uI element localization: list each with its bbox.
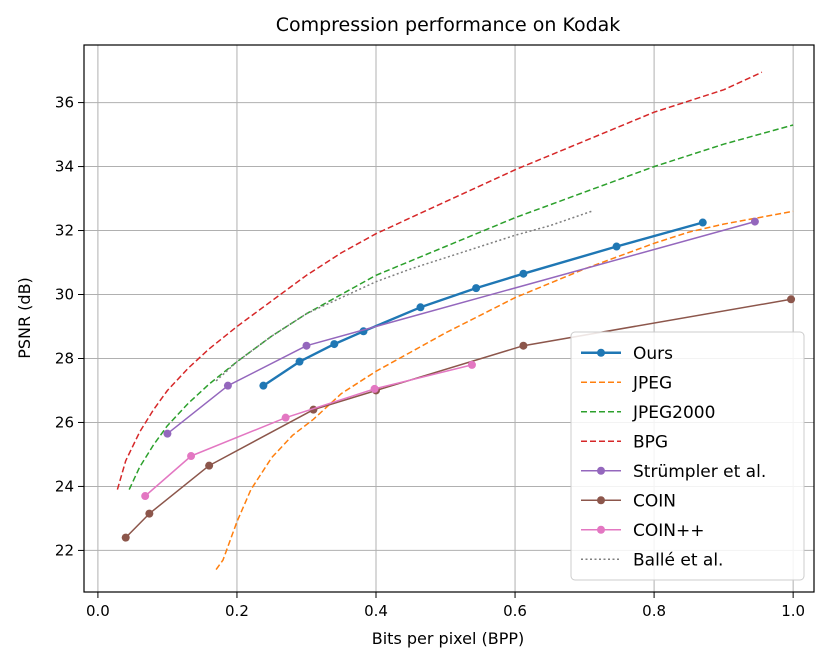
- y-tick-label: 30: [55, 286, 74, 304]
- y-tick-label: 26: [55, 413, 74, 431]
- series-bpg: [116, 71, 763, 490]
- data-point-coin: [467, 360, 476, 369]
- y-tick-label: 32: [55, 222, 74, 240]
- data-point-ours: [612, 242, 621, 251]
- data-point-str-mpler-et-al: [163, 429, 172, 438]
- data-point-coin: [519, 341, 528, 350]
- legend-label-ours: Ours: [633, 344, 673, 364]
- x-tick-label: 0.4: [364, 602, 388, 620]
- legend-label-jpeg: JPEG: [632, 373, 672, 393]
- data-point-ours: [519, 269, 528, 278]
- plot-frame: [83, 44, 815, 593]
- series-line-bpg: [116, 71, 763, 490]
- legend: Ours JPEG JPEG2000 BPG Strümpler et al. COIN C…: [570, 331, 805, 581]
- legend-box: [570, 331, 805, 581]
- x-tick-label: 0.8: [642, 602, 666, 620]
- series-jpeg: [215, 210, 794, 571]
- data-point-coin: [370, 384, 379, 393]
- data-point-coin: [281, 413, 290, 422]
- series-ours: [259, 218, 707, 390]
- legend-label-coin: COIN++: [633, 521, 704, 541]
- series-str-mpler-et-al: [163, 217, 759, 438]
- data-point-coin: [787, 295, 796, 304]
- legend-label-coin: COIN: [633, 491, 676, 511]
- x-tick-label: 0.0: [86, 602, 110, 620]
- data-point-coin: [141, 492, 150, 501]
- legend-marker-ours: [597, 348, 605, 357]
- data-point-ours: [330, 340, 339, 349]
- plot-series: [116, 71, 796, 571]
- series-line-jpeg: [215, 210, 794, 571]
- data-point-coin: [145, 509, 154, 518]
- series-line-ball-et-al: [215, 210, 592, 382]
- y-tick-label: 24: [55, 477, 74, 495]
- series-ball-et-al: [215, 210, 592, 382]
- x-tick-label: 0.6: [503, 602, 527, 620]
- data-point-ours: [259, 381, 268, 390]
- y-axis-label: PSNR (dB): [15, 277, 34, 359]
- data-point-str-mpler-et-al: [302, 341, 311, 350]
- data-point-coin: [187, 452, 196, 461]
- axis-ticks: 0.0 0.2 0.4 0.6 0.8 1.0 22 24 26 28 30 32 34 36: [55, 94, 805, 620]
- y-tick-label: 22: [55, 541, 74, 559]
- legend-label-bpg: BPG: [633, 432, 668, 452]
- data-point-ours: [295, 357, 304, 366]
- legend-label-jpeg2000: JPEG2000: [632, 403, 715, 423]
- data-point-str-mpler-et-al: [223, 381, 232, 390]
- data-point-ours: [416, 303, 425, 312]
- y-tick-label: 34: [55, 158, 74, 176]
- data-point-coin: [121, 533, 130, 542]
- x-tick-label: 0.2: [225, 602, 249, 620]
- legend-marker-coin: [597, 525, 605, 534]
- y-tick-label: 36: [55, 94, 74, 112]
- data-point-ours: [698, 218, 707, 227]
- series-coin: [141, 360, 476, 501]
- x-axis-label: Bits per pixel (BPP): [372, 629, 525, 648]
- y-tick-label: 28: [55, 349, 74, 367]
- legend-label-str-mpler-et-al: Strümpler et al.: [633, 462, 766, 482]
- series-line-str-mpler-et-al: [166, 220, 756, 435]
- chart-title: Compression performance on Kodak: [276, 14, 621, 36]
- data-point-str-mpler-et-al: [750, 217, 759, 226]
- data-point-ours: [472, 284, 481, 293]
- x-tick-label: 1.0: [781, 602, 805, 620]
- legend-label-ball-et-al: Ballé et al.: [633, 550, 723, 570]
- legend-marker-coin: [597, 496, 605, 505]
- data-point-coin: [205, 461, 214, 470]
- legend-marker-str-mpler-et-al: [597, 466, 605, 475]
